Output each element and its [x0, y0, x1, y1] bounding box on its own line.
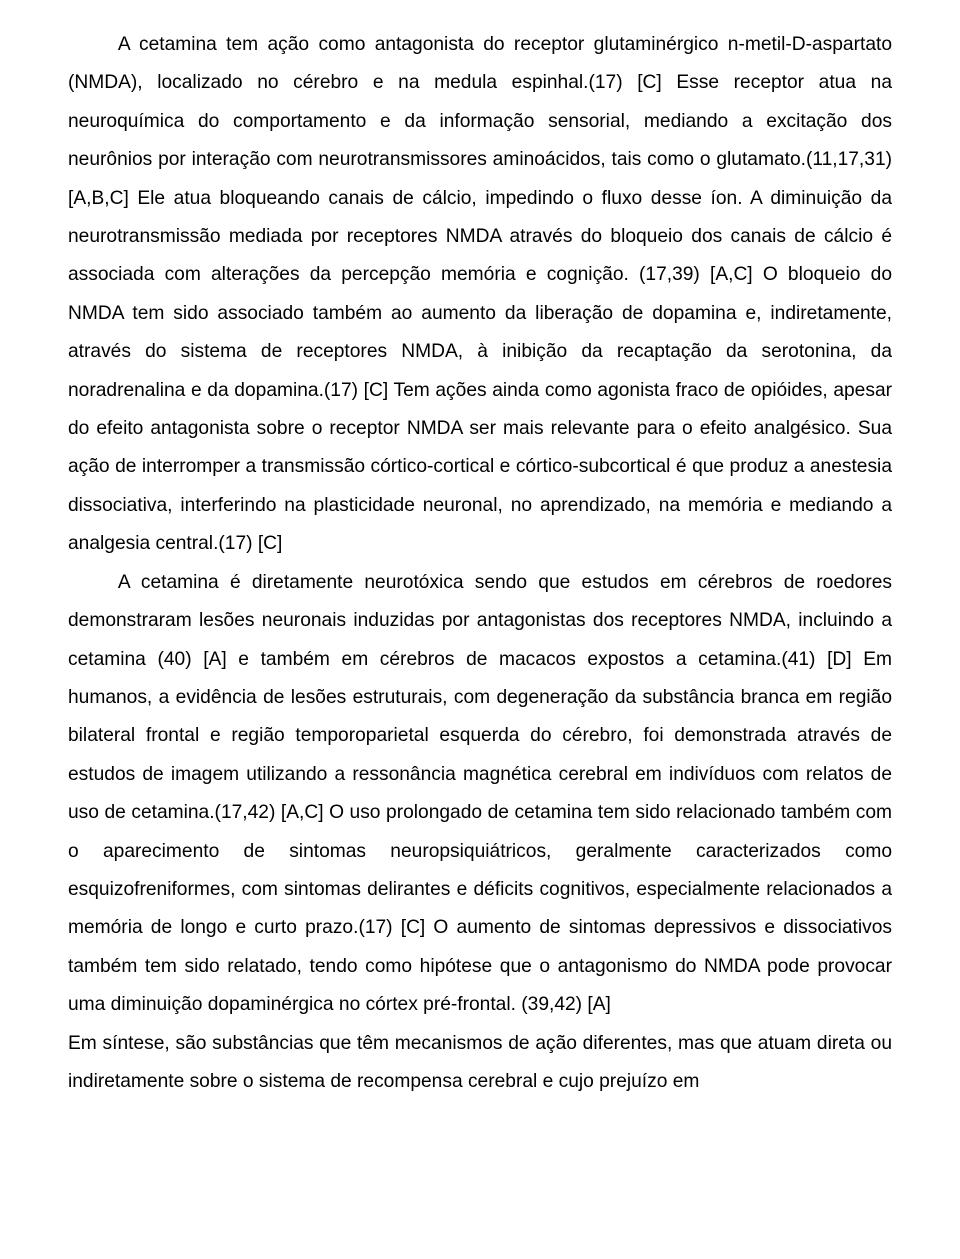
paragraph-1: A cetamina tem ação como antagonista do …	[68, 26, 892, 564]
paragraph-2: A cetamina é diretamente neurotóxica sen…	[68, 564, 892, 1025]
paragraph-3: Em síntese, são substâncias que têm meca…	[68, 1025, 892, 1102]
document-page: A cetamina tem ação como antagonista do …	[0, 0, 960, 1259]
